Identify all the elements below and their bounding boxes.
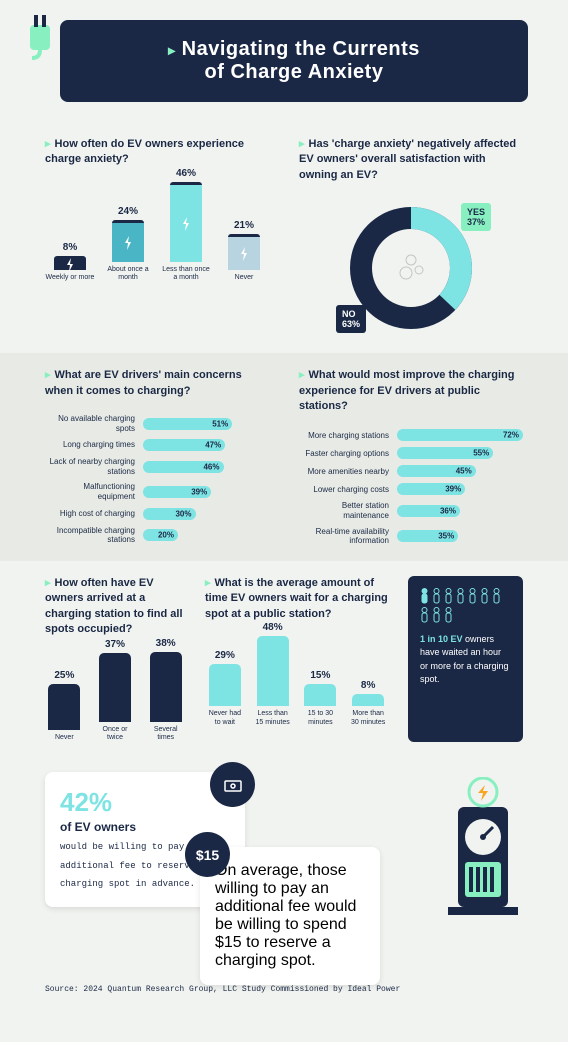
- hbar-row: Lack of nearby charging stations46%: [45, 457, 269, 476]
- bar-item: 21%Never: [219, 220, 269, 283]
- q1-chart: 8%Weekly or more24%About once a month46%…: [45, 183, 269, 283]
- bar-item: 24%About once a month: [103, 206, 153, 283]
- donut-chart: NO63% YES37%: [341, 198, 481, 338]
- plug-icon: [20, 10, 60, 60]
- hbar-row: Real-time availability information35%: [299, 527, 523, 546]
- stat-box: 1 in 10 EV owners have waited an hour or…: [408, 576, 523, 743]
- bar-item: 8%More than 30 minutes: [348, 680, 388, 726]
- q5-chart: 25%Never37%Once or twice38%Several times: [45, 652, 185, 742]
- q4-chart: More charging stations72% Faster charging…: [299, 429, 523, 545]
- callout1-big: 42%: [60, 787, 112, 817]
- q4-panel: ▸What would most improve the charging ex…: [299, 368, 523, 546]
- q2-question: ▸Has 'charge anxiety' negatively affecte…: [299, 137, 523, 183]
- q3-question: ▸What are EV drivers' main concerns when…: [45, 368, 269, 399]
- q1-panel: ▸How often do EV owners experience charg…: [45, 137, 269, 338]
- bottom-section: 42% of EV owners would be willing to pay…: [0, 757, 568, 977]
- q6-panel: ▸What is the average amount of time EV o…: [205, 576, 388, 743]
- bar-item: 38%Several times: [146, 638, 185, 743]
- q3-panel: ▸What are EV drivers' main concerns when…: [45, 368, 269, 546]
- q3-chart: No available charging spots51% Long charg…: [45, 414, 269, 545]
- bar-item: 8%Weekly or more: [45, 242, 95, 282]
- bar-item: 29%Never had to wait: [205, 650, 245, 727]
- bar-item: 46%Less than once a month: [161, 168, 211, 283]
- title: ▸Navigating the Currentsof Charge Anxiet…: [90, 38, 498, 84]
- hbar-row: Malfunctioning equipment39%: [45, 482, 269, 501]
- people-icons: [420, 588, 511, 623]
- title-box: ▸Navigating the Currentsof Charge Anxiet…: [60, 20, 528, 102]
- callout-2: $15 On average, those willing to pay an …: [200, 847, 380, 985]
- hbar-row: Faster charging options55%: [299, 447, 523, 459]
- header: ▸Navigating the Currentsof Charge Anxiet…: [0, 0, 568, 122]
- bar-item: 48%Less than 15 minutes: [253, 622, 293, 727]
- price-badge: $15: [185, 832, 230, 877]
- hbar-row: No available charging spots51%: [45, 414, 269, 433]
- section-3: ▸How often have EV owners arrived at a c…: [0, 561, 568, 758]
- charging-pump-icon: [443, 777, 523, 927]
- q6-chart: 29%Never had to wait48%Less than 15 minu…: [205, 637, 388, 727]
- bar-item: 37%Once or twice: [96, 639, 135, 742]
- hbar-row: Long charging times47%: [45, 439, 269, 451]
- hbar-row: Lower charging costs39%: [299, 483, 523, 495]
- hbar-row: More charging stations72%: [299, 429, 523, 441]
- section-2: ▸What are EV drivers' main concerns when…: [0, 353, 568, 561]
- yes-label: YES37%: [461, 203, 491, 231]
- callout1-med: of EV owners: [60, 820, 136, 834]
- infographic-container: ▸Navigating the Currentsof Charge Anxiet…: [0, 0, 568, 1042]
- bar-item: 25%Never: [45, 670, 84, 742]
- hbar-row: Better station maintenance36%: [299, 501, 523, 520]
- money-icon: [210, 762, 255, 807]
- section-1: ▸How often do EV owners experience charg…: [0, 122, 568, 353]
- q2-panel: ▸Has 'charge anxiety' negatively affecte…: [299, 137, 523, 338]
- hbar-row: Incompatible charging stations20%: [45, 526, 269, 545]
- callout2-text: On average, those willing to pay an addi…: [215, 862, 356, 969]
- no-label: NO63%: [336, 305, 366, 333]
- hbar-row: High cost of charging30%: [45, 508, 269, 520]
- q6-question: ▸What is the average amount of time EV o…: [205, 576, 388, 622]
- q1-question: ▸How often do EV owners experience charg…: [45, 137, 269, 168]
- q5-question: ▸How often have EV owners arrived at a c…: [45, 576, 185, 638]
- q4-question: ▸What would most improve the charging ex…: [299, 368, 523, 414]
- callout1-text: would be willing to pay an additional fe…: [60, 842, 206, 889]
- bar-item: 15%15 to 30 minutes: [301, 670, 341, 727]
- hbar-row: More amenities nearby45%: [299, 465, 523, 477]
- q5-panel: ▸How often have EV owners arrived at a c…: [45, 576, 185, 743]
